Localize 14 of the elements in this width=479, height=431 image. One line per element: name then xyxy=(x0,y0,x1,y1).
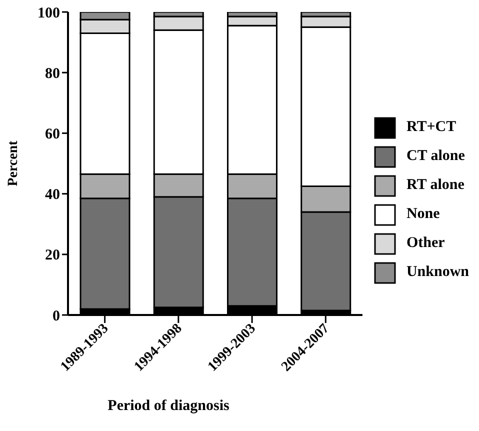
y-tick-label: 80 xyxy=(45,66,60,82)
y-axis-title: Percent xyxy=(6,140,21,186)
y-tick-label: 20 xyxy=(45,248,60,264)
legend-label: CT alone xyxy=(406,148,465,165)
legend-label: None xyxy=(406,206,440,223)
legend-label: Unknown xyxy=(406,264,469,281)
y-tick-label: 100 xyxy=(38,5,60,22)
legend-label: RT+CT xyxy=(406,119,456,136)
y-tick-label: 0 xyxy=(52,308,60,324)
legend-label: RT alone xyxy=(406,177,464,194)
legend-label: Other xyxy=(406,235,445,252)
y-tick-label: 60 xyxy=(45,126,60,143)
x-axis-title: Period of diagnosis xyxy=(106,398,230,415)
y-tick-label: 40 xyxy=(45,187,60,204)
